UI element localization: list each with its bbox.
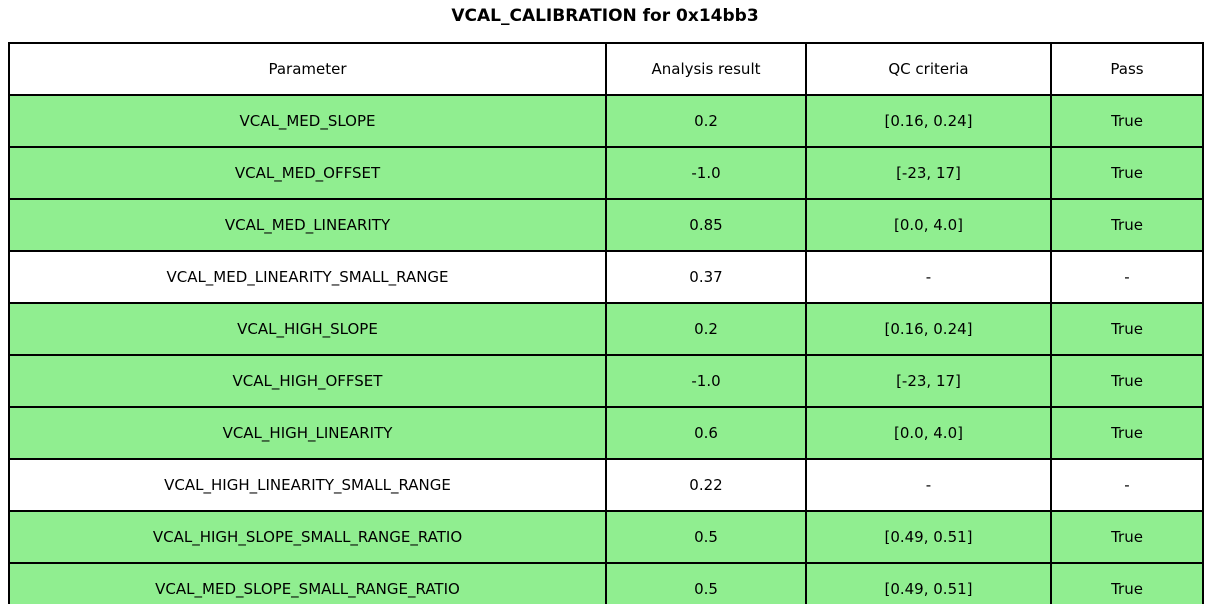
column-header-qc-criteria: QC criteria [805, 42, 1052, 96]
table-row: VCAL_HIGH_SLOPE_SMALL_RANGE_RATIO 0.5 [0… [8, 510, 1204, 564]
table-row: VCAL_MED_SLOPE_SMALL_RANGE_RATIO 0.5 [0.… [8, 562, 1204, 604]
cell-qc-criteria: - [805, 458, 1052, 512]
column-header-parameter: Parameter [8, 42, 607, 96]
table-row: VCAL_MED_OFFSET -1.0 [-23, 17] True [8, 146, 1204, 200]
cell-pass: - [1050, 458, 1204, 512]
cell-analysis-result: 0.22 [605, 458, 807, 512]
cell-parameter: VCAL_HIGH_OFFSET [8, 354, 607, 408]
cell-pass: True [1050, 198, 1204, 252]
cell-pass: True [1050, 510, 1204, 564]
cell-pass: - [1050, 250, 1204, 304]
table-row: VCAL_HIGH_OFFSET -1.0 [-23, 17] True [8, 354, 1204, 408]
table-row: VCAL_HIGH_LINEARITY 0.6 [0.0, 4.0] True [8, 406, 1204, 460]
cell-analysis-result: 0.2 [605, 302, 807, 356]
cell-parameter: VCAL_HIGH_LINEARITY_SMALL_RANGE [8, 458, 607, 512]
cell-analysis-result: 0.85 [605, 198, 807, 252]
cell-parameter: VCAL_MED_SLOPE [8, 94, 607, 148]
cell-analysis-result: -1.0 [605, 146, 807, 200]
cell-parameter: VCAL_MED_OFFSET [8, 146, 607, 200]
cell-pass: True [1050, 354, 1204, 408]
cell-pass: True [1050, 562, 1204, 604]
table-row: VCAL_MED_LINEARITY 0.85 [0.0, 4.0] True [8, 198, 1204, 252]
cell-analysis-result: 0.5 [605, 562, 807, 604]
cell-parameter: VCAL_MED_SLOPE_SMALL_RANGE_RATIO [8, 562, 607, 604]
cell-qc-criteria: - [805, 250, 1052, 304]
cell-qc-criteria: [0.16, 0.24] [805, 94, 1052, 148]
cell-qc-criteria: [-23, 17] [805, 354, 1052, 408]
cell-parameter: VCAL_MED_LINEARITY_SMALL_RANGE [8, 250, 607, 304]
cell-parameter: VCAL_HIGH_SLOPE [8, 302, 607, 356]
cell-pass: True [1050, 146, 1204, 200]
cell-qc-criteria: [0.16, 0.24] [805, 302, 1052, 356]
column-header-pass: Pass [1050, 42, 1204, 96]
cell-pass: True [1050, 406, 1204, 460]
cell-analysis-result: 0.6 [605, 406, 807, 460]
column-header-analysis-result: Analysis result [605, 42, 807, 96]
cell-analysis-result: -1.0 [605, 354, 807, 408]
cell-pass: True [1050, 302, 1204, 356]
table-row: VCAL_HIGH_LINEARITY_SMALL_RANGE 0.22 - - [8, 458, 1204, 512]
figure-title: VCAL_CALIBRATION for 0x14bb3 [451, 6, 759, 26]
cell-qc-criteria: [0.0, 4.0] [805, 198, 1052, 252]
cell-parameter: VCAL_MED_LINEARITY [8, 198, 607, 252]
table-row: VCAL_MED_LINEARITY_SMALL_RANGE 0.37 - - [8, 250, 1204, 304]
cell-qc-criteria: [0.49, 0.51] [805, 562, 1052, 604]
header-row: Parameter Analysis result QC criteria Pa… [8, 42, 1204, 96]
cell-qc-criteria: [-23, 17] [805, 146, 1052, 200]
cell-qc-criteria: [0.0, 4.0] [805, 406, 1052, 460]
cell-analysis-result: 0.2 [605, 94, 807, 148]
cell-parameter: VCAL_HIGH_SLOPE_SMALL_RANGE_RATIO [8, 510, 607, 564]
table-row: VCAL_HIGH_SLOPE 0.2 [0.16, 0.24] True [8, 302, 1204, 356]
cell-qc-criteria: [0.49, 0.51] [805, 510, 1052, 564]
cell-analysis-result: 0.37 [605, 250, 807, 304]
cell-pass: True [1050, 94, 1204, 148]
qc-results-table: Parameter Analysis result QC criteria Pa… [8, 42, 1204, 604]
cell-parameter: VCAL_HIGH_LINEARITY [8, 406, 607, 460]
table-row: VCAL_MED_SLOPE 0.2 [0.16, 0.24] True [8, 94, 1204, 148]
cell-analysis-result: 0.5 [605, 510, 807, 564]
